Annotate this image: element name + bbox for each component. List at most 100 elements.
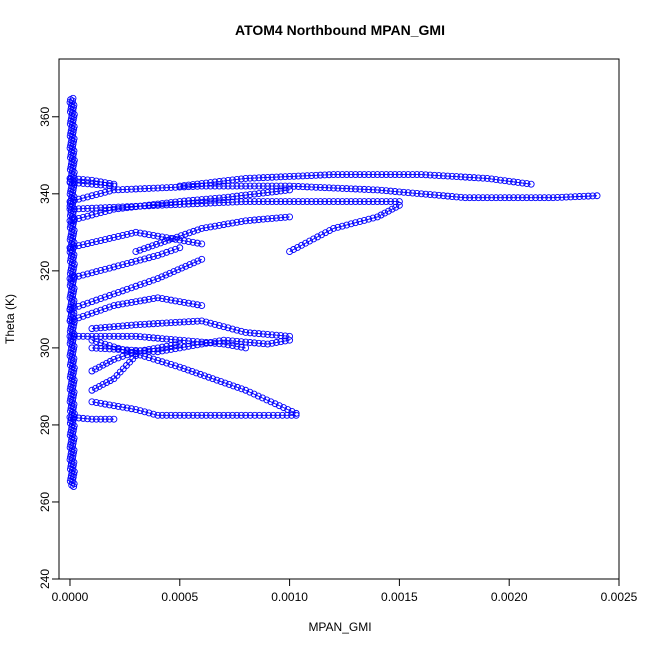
series-4 [132, 213, 294, 256]
data-point [272, 339, 280, 346]
data-point [207, 195, 214, 203]
y-tick-label: 280 [38, 415, 52, 435]
data-point [209, 375, 217, 383]
data-point [505, 177, 513, 185]
data-point [194, 226, 202, 234]
data-point [167, 247, 175, 255]
data-point [145, 334, 153, 341]
data-point [275, 402, 283, 410]
data-point [97, 237, 105, 245]
data-point [224, 198, 232, 206]
data-point [189, 337, 197, 345]
data-point [101, 332, 109, 340]
data-point [189, 317, 197, 325]
data-point [69, 348, 77, 356]
data-point [70, 449, 77, 457]
data-point [388, 205, 396, 213]
data-point [68, 445, 76, 453]
data-point [68, 421, 76, 428]
data-point [233, 342, 241, 350]
data-point [97, 209, 105, 217]
data-point [409, 189, 417, 197]
data-point [119, 261, 127, 269]
data-point [369, 198, 377, 205]
data-point [79, 414, 87, 422]
data-point [158, 184, 166, 192]
data-point [545, 194, 553, 202]
data-point [259, 330, 267, 338]
data-point [68, 363, 76, 371]
data-point [356, 185, 364, 193]
data-point [69, 326, 77, 334]
data-point [492, 194, 500, 202]
data-point [92, 177, 100, 185]
data-point [314, 233, 321, 241]
data-point [213, 376, 221, 384]
data-point [237, 343, 245, 351]
data-point [68, 341, 76, 349]
data-point [141, 333, 149, 341]
data-point [99, 381, 107, 388]
data-point [272, 182, 280, 190]
series-line [91, 355, 137, 391]
data-point [88, 332, 96, 340]
data-point [321, 198, 329, 205]
data-point [400, 188, 408, 196]
data-point [347, 220, 355, 228]
data-point [378, 198, 386, 205]
data-point [70, 287, 78, 295]
data-point [198, 340, 206, 348]
data-point [158, 233, 166, 241]
data-point [207, 199, 214, 207]
data-point [330, 198, 337, 205]
data-point [171, 319, 179, 326]
data-point [281, 332, 289, 340]
data-point [123, 299, 131, 307]
data-point [246, 182, 254, 190]
data-point [185, 299, 193, 307]
data-point [106, 415, 113, 423]
series-9 [66, 294, 206, 325]
data-point [356, 171, 364, 179]
data-point [475, 194, 482, 202]
data-point [136, 407, 144, 415]
data-point [356, 198, 364, 205]
data-point [343, 198, 351, 205]
data-point [229, 176, 236, 184]
data-point [68, 399, 76, 407]
data-point [272, 331, 280, 339]
data-point [272, 188, 280, 195]
data-point [431, 191, 438, 199]
data-point [114, 354, 122, 362]
data-point [272, 173, 280, 181]
data-point [69, 394, 77, 402]
data-point [92, 338, 100, 345]
data-point [292, 409, 300, 417]
data-point [263, 396, 271, 404]
x-tick-label: 0.0010 [271, 590, 308, 604]
y-tick-label: 320 [38, 261, 52, 281]
data-point [145, 295, 153, 303]
data-point [154, 200, 162, 208]
data-point [128, 332, 135, 340]
data-point [70, 470, 78, 478]
data-point [84, 212, 91, 220]
data-point [215, 178, 223, 185]
data-point [246, 339, 254, 346]
data-point [88, 309, 96, 317]
data-point [290, 182, 298, 190]
data-point [562, 193, 570, 201]
data-point [264, 330, 272, 338]
data-point [290, 172, 298, 180]
data-point [79, 301, 87, 309]
data-point [110, 345, 118, 353]
data-point [154, 344, 162, 352]
data-point [114, 332, 122, 340]
data-point [290, 246, 298, 253]
data-point [259, 394, 266, 402]
data-point [101, 400, 109, 408]
data-point [194, 257, 202, 265]
data-point [69, 338, 77, 346]
data-point [294, 172, 302, 180]
data-point [176, 363, 184, 371]
